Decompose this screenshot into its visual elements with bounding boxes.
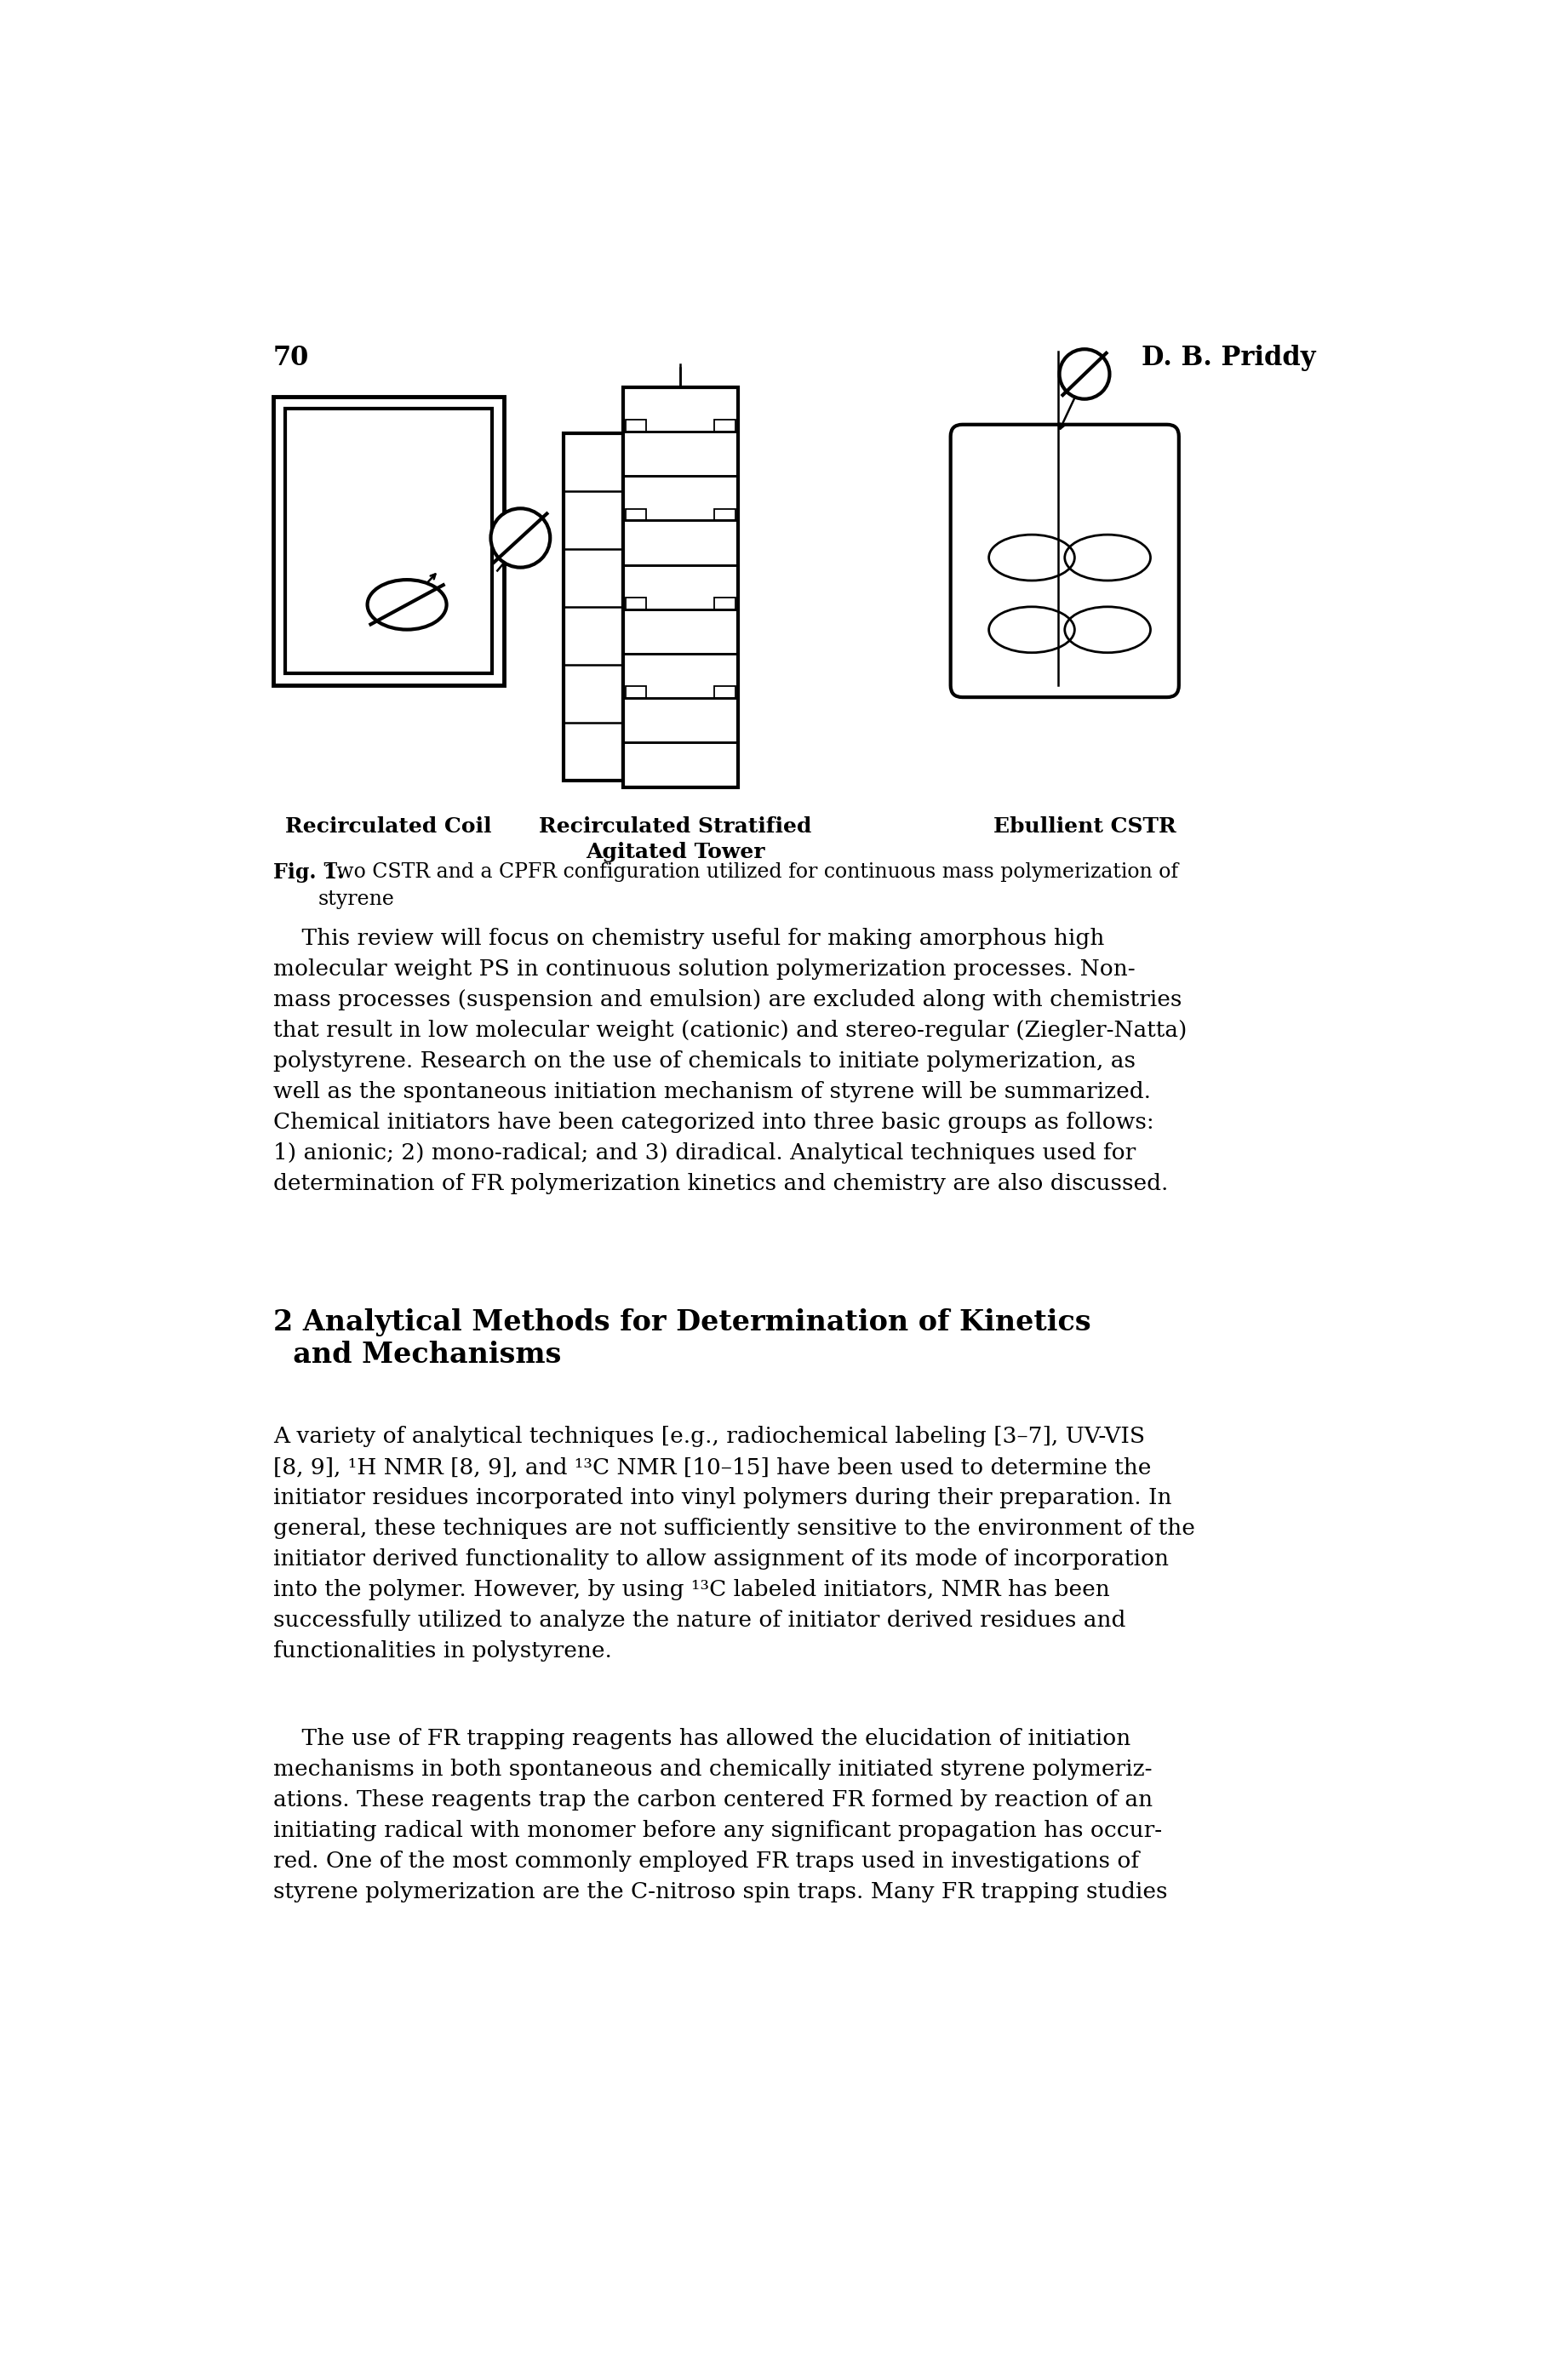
Bar: [273, 397, 504, 685]
Text: Two CSTR and a CPFR configuration utilized for continuous mass polymerization of: Two CSTR and a CPFR configuration utiliz…: [318, 862, 1179, 909]
Ellipse shape: [368, 581, 447, 631]
Text: This review will focus on chemistry useful for making amorphous high
molecular w: This review will focus on chemistry usef…: [273, 928, 1187, 1195]
Text: A variety of analytical techniques [e.g., radiochemical labeling [3–7], UV-VIS
[: A variety of analytical techniques [e.g.…: [273, 1426, 1194, 1661]
Bar: [715, 509, 735, 521]
Bar: [622, 388, 738, 788]
Bar: [625, 419, 647, 431]
Bar: [715, 597, 735, 609]
Text: Recirculated Stratified
Agitated Tower: Recirculated Stratified Agitated Tower: [540, 816, 811, 862]
FancyBboxPatch shape: [951, 424, 1179, 697]
Bar: [285, 409, 492, 674]
Text: 70: 70: [273, 345, 309, 371]
Text: D. B. Priddy: D. B. Priddy: [1142, 345, 1315, 371]
Text: The use of FR trapping reagents has allowed the elucidation of initiation
mechan: The use of FR trapping reagents has allo…: [273, 1728, 1168, 1902]
Text: Ebullient CSTR: Ebullient CSTR: [993, 816, 1176, 838]
Bar: [715, 685, 735, 697]
Text: 2 Analytical Methods for Determination of Kinetics: 2 Analytical Methods for Determination o…: [273, 1309, 1090, 1335]
Ellipse shape: [1059, 350, 1109, 400]
Ellipse shape: [490, 509, 551, 566]
Bar: [625, 597, 647, 609]
Text: and Mechanisms: and Mechanisms: [273, 1340, 561, 1368]
Bar: [625, 509, 647, 521]
Bar: [625, 685, 647, 697]
Bar: [715, 419, 735, 431]
Text: Recirculated Coil: Recirculated Coil: [285, 816, 492, 838]
Bar: [563, 433, 622, 781]
Text: Fig. 1.: Fig. 1.: [273, 862, 344, 883]
